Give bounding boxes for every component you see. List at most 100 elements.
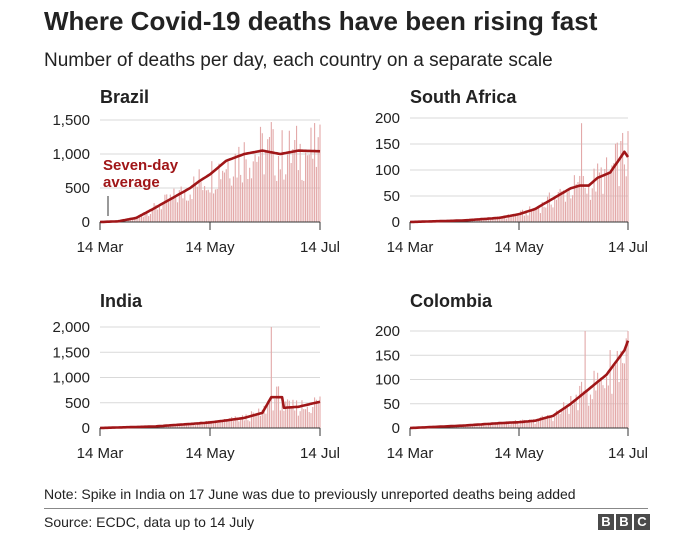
- average-line: [409, 340, 630, 430]
- daily-bar: [618, 186, 620, 222]
- daily-bar: [176, 202, 179, 222]
- daily-bar: [579, 175, 581, 222]
- daily-bar: [597, 163, 599, 222]
- daily-bar: [295, 400, 298, 428]
- daily-bar: [613, 365, 615, 428]
- daily-bar: [299, 411, 301, 428]
- x-tick-label: 14 Jul: [300, 239, 340, 256]
- daily-bar: [507, 214, 509, 222]
- daily-bar: [272, 129, 274, 222]
- daily-bar: [555, 410, 558, 428]
- daily-bar: [254, 154, 256, 222]
- daily-bar: [314, 397, 316, 428]
- daily-bar: [538, 207, 540, 222]
- daily-bar: [315, 166, 317, 222]
- daily-bar: [589, 199, 592, 222]
- daily-bar: [303, 180, 305, 222]
- daily-bar: [319, 396, 321, 428]
- x-tick-label: 14 Jul: [608, 239, 648, 256]
- daily-bar: [620, 141, 622, 222]
- daily-bar: [231, 416, 233, 428]
- daily-bar: [595, 390, 597, 428]
- daily-bar: [504, 217, 506, 222]
- daily-bar: [513, 422, 515, 428]
- daily-bar: [142, 216, 144, 222]
- daily-bar: [178, 424, 180, 428]
- daily-bar: [568, 187, 570, 222]
- daily-bar: [229, 178, 231, 222]
- daily-bar: [305, 152, 307, 222]
- daily-bar: [267, 139, 269, 222]
- daily-bar: [557, 192, 559, 222]
- daily-bar: [231, 185, 233, 222]
- daily-bar: [261, 133, 263, 222]
- daily-bar: [623, 164, 625, 222]
- daily-bar: [616, 142, 618, 222]
- daily-bar: [295, 125, 298, 222]
- daily-bar: [564, 408, 567, 428]
- daily-bar: [256, 412, 258, 428]
- daily-bar: [185, 200, 188, 222]
- daily-bar: [614, 364, 617, 428]
- daily-bar: [290, 163, 292, 222]
- y-tick-label: 50: [383, 188, 400, 205]
- daily-bar: [258, 408, 260, 428]
- daily-bar: [591, 188, 593, 222]
- daily-bar: [176, 424, 179, 428]
- daily-bar: [202, 190, 204, 222]
- daily-bar: [497, 422, 499, 428]
- daily-bar: [288, 400, 290, 428]
- daily-bar: [196, 186, 198, 222]
- daily-bar: [241, 182, 244, 222]
- daily-bar: [511, 216, 513, 222]
- daily-bar: [265, 413, 267, 428]
- daily-bar: [502, 422, 504, 428]
- daily-bar: [514, 420, 516, 428]
- daily-bar: [133, 218, 135, 222]
- daily-bar: [552, 207, 554, 222]
- daily-bar: [573, 175, 575, 222]
- daily-bar: [625, 176, 627, 222]
- y-tick-label: 150: [375, 347, 400, 364]
- daily-bar: [247, 178, 249, 222]
- daily-bar: [232, 176, 235, 222]
- daily-bar: [234, 153, 236, 222]
- daily-bar: [297, 170, 299, 222]
- daily-bar: [568, 413, 570, 428]
- daily-bar: [500, 423, 502, 428]
- source-text: Source: ECDC, data up to 14 July: [44, 514, 255, 530]
- daily-bar: [529, 419, 531, 428]
- daily-bar: [139, 215, 141, 222]
- daily-bar: [604, 168, 606, 222]
- daily-bar: [258, 156, 260, 222]
- divider: [44, 508, 648, 509]
- daily-bar: [187, 423, 189, 428]
- daily-bar: [189, 194, 191, 222]
- daily-bar: [209, 192, 211, 222]
- average-line: [99, 149, 321, 224]
- x-tick-label: 14 Mar: [387, 445, 434, 462]
- daily-bar: [283, 179, 285, 222]
- y-tick-label: 0: [82, 214, 90, 231]
- daily-bar: [130, 219, 132, 222]
- y-tick-label: 1,000: [52, 370, 90, 387]
- daily-bar: [213, 193, 215, 222]
- y-tick-label: 200: [375, 110, 400, 127]
- daily-bar: [495, 218, 497, 222]
- daily-bar: [314, 123, 316, 222]
- daily-bar: [286, 154, 289, 222]
- daily-bar: [162, 202, 164, 222]
- daily-bar: [457, 426, 459, 428]
- daily-bar: [173, 188, 175, 222]
- daily-bar: [259, 415, 262, 428]
- daily-bar: [236, 417, 238, 428]
- daily-bar: [317, 137, 319, 222]
- daily-bar: [204, 424, 206, 428]
- daily-bar: [184, 191, 186, 222]
- panel-title: Brazil: [100, 87, 149, 107]
- daily-bar: [205, 190, 207, 222]
- daily-bar: [593, 168, 595, 222]
- daily-bar: [149, 213, 152, 222]
